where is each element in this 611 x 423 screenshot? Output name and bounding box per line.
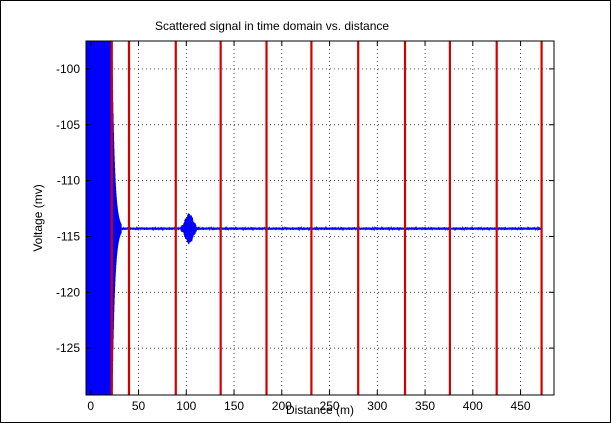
y-tick-label: -110 xyxy=(57,174,80,188)
y-tick-label: -125 xyxy=(56,341,80,355)
vertical-markers xyxy=(110,41,543,395)
signal-trace xyxy=(86,40,543,396)
x-tick-label: 350 xyxy=(415,399,435,413)
y-tick-label: -115 xyxy=(57,229,80,243)
plot-frame xyxy=(85,40,555,396)
axis-ticks: 0 50 100 150 200 250 300 350 400 450 -100 -105 -110 -… xyxy=(56,41,554,413)
y-tick-label: -105 xyxy=(56,118,80,132)
x-tick-label: 100 xyxy=(176,399,196,413)
near-field-saturation xyxy=(86,41,112,395)
y-tick-label: -120 xyxy=(56,285,80,299)
chart-title: Scattered signal in time domain vs. dist… xyxy=(155,19,389,33)
x-tick-label: 450 xyxy=(511,399,531,413)
x-tick-label: 150 xyxy=(224,399,244,413)
x-tick-label: 300 xyxy=(367,399,387,413)
x-axis-label: Distance (m) xyxy=(286,403,354,417)
ringdown-trace xyxy=(111,40,122,396)
x-tick-label: 200 xyxy=(272,399,292,413)
x-tick-label: 0 xyxy=(87,399,94,413)
plot-area xyxy=(86,41,554,395)
y-tick-label: -100 xyxy=(56,62,80,76)
signal-line xyxy=(120,213,543,245)
y-axis-label: Voltage (mv) xyxy=(31,184,45,251)
x-tick-label: 400 xyxy=(463,399,483,413)
x-tick-label: 250 xyxy=(320,399,340,413)
x-tick-label: 50 xyxy=(132,399,146,413)
